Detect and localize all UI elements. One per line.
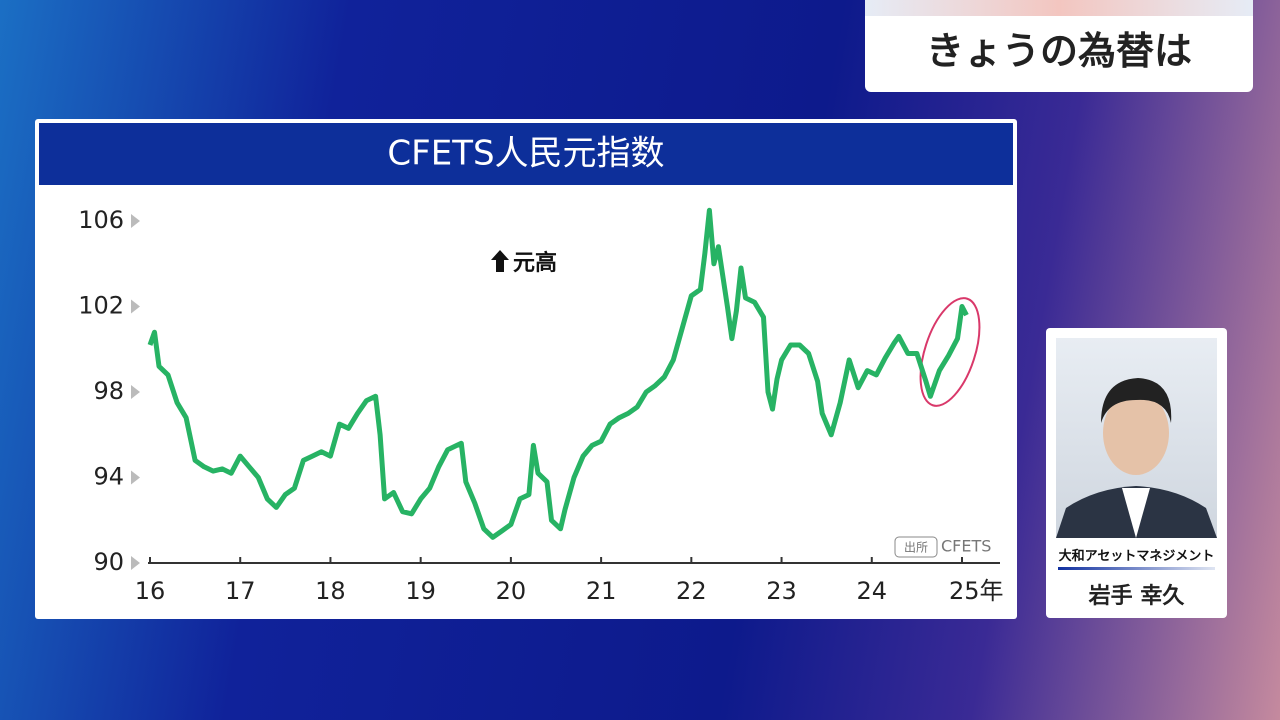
presenter-card: 大和アセットマネジメント 岩手 幸久 <box>1046 328 1227 618</box>
x-tick-label: 19 <box>405 577 436 605</box>
card-divider <box>1058 567 1215 570</box>
title-bar <box>39 123 1013 185</box>
y-tick-label: 90 <box>93 548 124 576</box>
y-tick-mark <box>131 470 140 485</box>
x-tick-label: 22 <box>676 577 707 605</box>
source-box <box>894 536 938 558</box>
x-tick-label: 23 <box>766 577 797 605</box>
chart-title: CFETS人民元指数 <box>387 134 664 174</box>
y-tick-mark <box>131 556 140 570</box>
data-line <box>147 207 969 540</box>
annotation: 元高 <box>513 250 557 276</box>
x-tick-label: 18 <box>315 577 346 605</box>
x-tick-label: 17 <box>225 577 256 605</box>
photo-figure <box>1056 378 1217 538</box>
y-tick-label: 106 <box>78 206 124 234</box>
source-label: 出所 <box>904 541 928 555</box>
header-box: きょうの為替は <box>865 0 1253 92</box>
presenter-organization: 大和アセットマネジメント <box>1058 549 1215 564</box>
header-strip <box>865 0 1253 16</box>
x-tick-label: 24 <box>857 577 888 605</box>
y-tick-mark <box>131 385 140 399</box>
y-tick-label: 94 <box>93 463 124 491</box>
presenter-photo <box>1056 338 1217 538</box>
highlight-ellipse <box>919 297 981 407</box>
x-tick-label: 21 <box>586 577 617 605</box>
y-tick-label: 98 <box>93 377 124 405</box>
up-arrow-icon <box>491 250 509 272</box>
presenter-name: 岩手 幸久 <box>1088 584 1185 609</box>
y-tick-mark <box>131 214 140 228</box>
y-tick-mark <box>131 299 140 314</box>
header-title: きょうの為替は <box>925 29 1192 73</box>
x-tick-label: 16 <box>135 577 166 605</box>
x-tick-label: 20 <box>496 577 527 605</box>
y-tick-label: 102 <box>78 292 124 320</box>
source: CFETS <box>941 537 991 556</box>
x-tick-label: 25年 <box>949 577 1004 605</box>
chart-panel <box>35 119 1017 619</box>
